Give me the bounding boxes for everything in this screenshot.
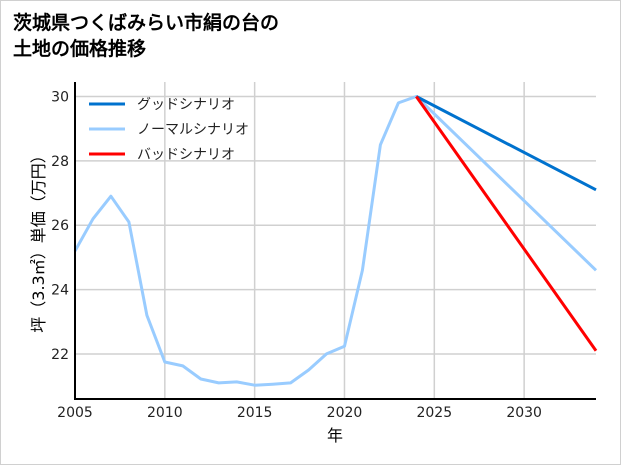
y-tick-label: 22 [51, 347, 69, 363]
chart-title-line-2: 土地の価格推移 [13, 38, 147, 60]
x-tick-label: 2005 [57, 405, 93, 421]
tick-labels: 2005 2010 2015 2020 2025 2030 22 24 26 28 30 [51, 89, 542, 421]
y-tick-label: 30 [51, 89, 69, 105]
x-tick-label: 2030 [506, 405, 542, 421]
x-tick-label: 2010 [147, 405, 183, 421]
chart-title: 茨城県つくばみらい市絹の台の 土地の価格推移 [13, 10, 279, 62]
series-lines [73, 95, 598, 387]
series-line-0 [415, 95, 597, 192]
y-tick-label: 28 [51, 154, 69, 170]
series-line-1 [73, 95, 598, 387]
legend-label: グッドシナリオ [137, 97, 235, 113]
x-tick-label: 2015 [237, 405, 273, 421]
x-axis-label: 年 [327, 426, 343, 445]
legend-label: ノーマルシナリオ [137, 122, 249, 138]
y-tick-label: 24 [51, 283, 69, 299]
legend-label: バッドシナリオ [137, 147, 235, 163]
y-tick-label: 26 [51, 218, 69, 234]
x-tick-label: 2025 [416, 405, 452, 421]
y-axis-label: 坪（3.3㎡）単価（万円） [29, 147, 48, 332]
series-line-2 [415, 95, 598, 352]
chart-title-line-1: 茨城県つくばみらい市絹の台の [13, 12, 280, 34]
x-tick-label: 2020 [327, 405, 363, 421]
